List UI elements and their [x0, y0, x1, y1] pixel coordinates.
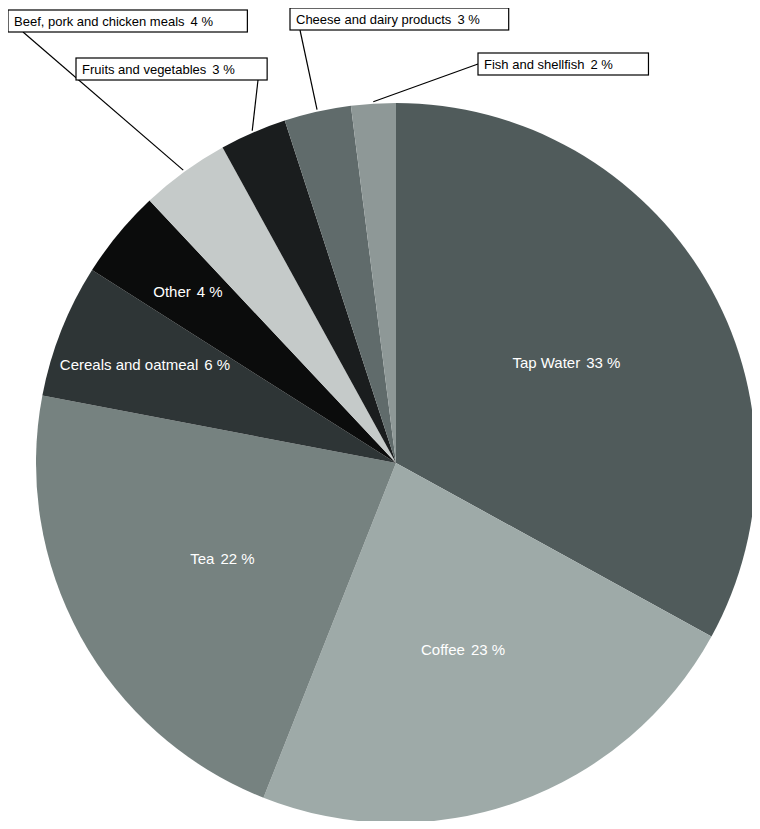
svg-text:Cheese and dairy products3 %: Cheese and dairy products3 % — [296, 12, 480, 27]
svg-text:Tea22 %: Tea22 % — [190, 550, 254, 567]
svg-text:Cereals and oatmeal6 %: Cereals and oatmeal6 % — [60, 355, 230, 372]
svg-text:Coffee23 %: Coffee23 % — [421, 641, 505, 658]
svg-text:Fruits and vegetables3 %: Fruits and vegetables3 % — [82, 62, 235, 77]
svg-text:Tap Water33 %: Tap Water33 % — [512, 354, 620, 371]
svg-text:Other4 %: Other4 % — [153, 282, 222, 299]
svg-text:Fish and shellfish2 %: Fish and shellfish2 % — [484, 57, 613, 72]
svg-text:Beef, pork and chicken meals4: Beef, pork and chicken meals4 % — [14, 14, 213, 29]
